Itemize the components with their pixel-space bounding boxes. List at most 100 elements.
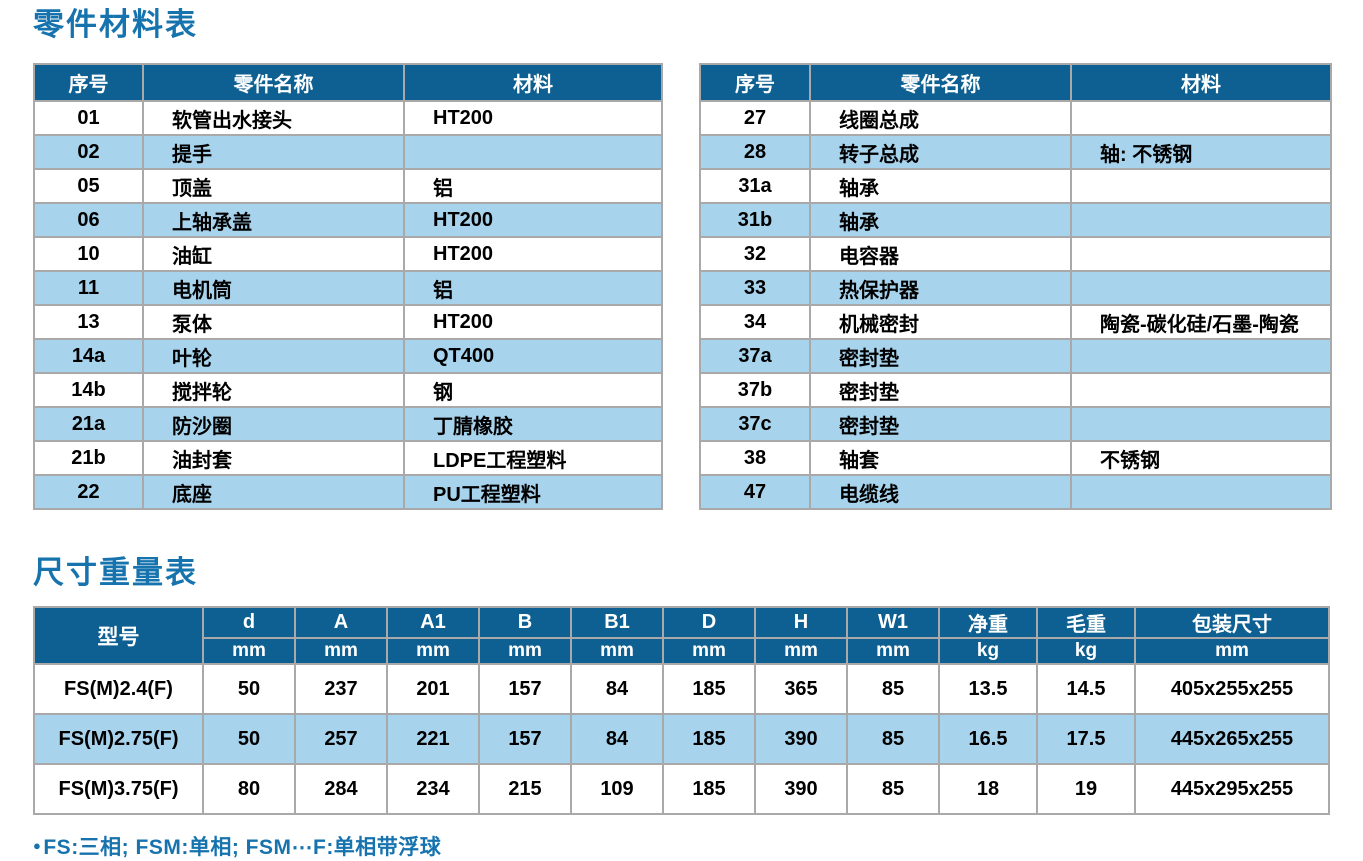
- value-cell: 185: [662, 663, 756, 715]
- part-name-cell: 轴承: [809, 202, 1072, 238]
- part-name-cell: 底座: [142, 474, 405, 510]
- value-cell: 257: [294, 713, 388, 765]
- column-unit: mm: [478, 637, 572, 665]
- column-unit: kg: [938, 637, 1038, 665]
- serial-cell: 13: [33, 304, 144, 340]
- table-row: 32 电容器: [699, 236, 1332, 272]
- dimensions-table: 型号 d A A1 B B1 D H W1 净重 毛重 包装尺寸 mm mm mm mm mm mm mm mm k…: [33, 606, 1330, 815]
- parts-table-right-header: 序号 零件名称 材料: [699, 63, 1332, 102]
- part-name-cell: 泵体: [142, 304, 405, 340]
- material-cell: 钢: [403, 372, 663, 408]
- dimensions-table-header: 型号 d A A1 B B1 D H W1 净重 毛重 包装尺寸 mm mm mm mm mm mm mm mm k…: [33, 606, 1330, 665]
- value-cell: 237: [294, 663, 388, 715]
- serial-cell: 02: [33, 134, 144, 170]
- material-cell: 丁腈橡胶: [403, 406, 663, 442]
- model-cell: FS(M)2.75(F): [33, 713, 204, 765]
- value-cell: 17.5: [1036, 713, 1136, 765]
- table-row: 21a 防沙圈 丁腈橡胶: [33, 406, 663, 442]
- table-row: 05 顶盖铝: [33, 168, 663, 204]
- parts-table-right-body: 27 线圈总成 28 转子总成 轴: 不锈钢 31a 轴承 31b 轴承 32 电容器 33 热保护器 3…: [699, 100, 1332, 510]
- table-row: 27 线圈总成: [699, 100, 1332, 136]
- value-cell: 405x255x255: [1134, 663, 1330, 715]
- material-cell: PU工程塑料: [403, 474, 663, 510]
- column-header-净重: 净重: [938, 606, 1038, 639]
- part-name-cell: 防沙圈: [142, 406, 405, 442]
- serial-cell: 32: [699, 236, 811, 272]
- material-cell: LDPE工程塑料: [403, 440, 663, 476]
- column-header-毛重: 毛重: [1036, 606, 1136, 639]
- material-cell: HT200: [403, 202, 663, 238]
- header-row: 序号 零件名称 材料: [33, 63, 663, 102]
- column-unit: mm: [846, 637, 940, 665]
- column-unit: mm: [294, 637, 388, 665]
- serial-cell: 11: [33, 270, 144, 306]
- table-row: 28 转子总成 轴: 不锈钢: [699, 134, 1332, 170]
- serial-cell: 05: [33, 168, 144, 204]
- serial-cell: 31a: [699, 168, 811, 204]
- bullet-icon: ●: [33, 838, 42, 853]
- table-row: 38 轴套 不锈钢: [699, 440, 1332, 476]
- value-cell: 215: [478, 763, 572, 815]
- column-unit: mm: [386, 637, 480, 665]
- header-row-units: mm mm mm mm mm mm mm mm kg kg mm: [34, 637, 1330, 665]
- table-row: 01 软管出水接头 HT200: [33, 100, 663, 136]
- column-header-A1: A1: [386, 606, 480, 639]
- part-name-cell: 电容器: [809, 236, 1072, 272]
- table-row: 37a 密封垫: [699, 338, 1332, 374]
- value-cell: 390: [754, 763, 848, 815]
- column-header-B: B: [478, 606, 572, 639]
- part-name-cell: 密封垫: [809, 338, 1072, 374]
- table-row: FS(M)2.4(F) 50 237 201 157 84 185 365 85 13.5 14.5…: [33, 663, 1330, 715]
- material-cell: 陶瓷-碳化硅/石墨-陶瓷: [1070, 304, 1332, 340]
- column-unit: mm: [570, 637, 664, 665]
- material-cell: [403, 134, 663, 170]
- column-header-part-name: 零件名称: [142, 63, 405, 102]
- value-cell: 80: [202, 763, 296, 815]
- table-row: 13 泵体 HT200: [33, 304, 663, 340]
- part-name-cell: 轴套: [809, 440, 1072, 476]
- part-name-cell: 油封套: [142, 440, 405, 476]
- part-name-cell: 转子总成: [809, 134, 1072, 170]
- serial-cell: 31b: [699, 202, 811, 238]
- part-name-cell: 机械密封: [809, 304, 1072, 340]
- header-row: 序号 零件名称 材料: [699, 63, 1332, 102]
- part-name-cell: 密封垫: [809, 372, 1072, 408]
- table-row: 14a 叶轮 QT400: [33, 338, 663, 374]
- part-name-cell: 上轴承盖: [142, 202, 405, 238]
- section-title-parts: 零件材料表: [33, 7, 198, 42]
- value-cell: 284: [294, 763, 388, 815]
- parts-tables-container: 序号 零件名称 材料 01 软管出水接头 HT200 02 提手 05 顶盖铝 06 上轴承盖 H…: [33, 63, 1363, 510]
- model-cell: FS(M)2.4(F): [33, 663, 204, 715]
- column-unit: mm: [202, 637, 296, 665]
- material-cell: HT200: [403, 100, 663, 136]
- parts-table-left: 序号 零件名称 材料 01 软管出水接头 HT200 02 提手 05 顶盖铝 06 上轴承盖 H…: [33, 63, 663, 510]
- value-cell: 390: [754, 713, 848, 765]
- serial-cell: 47: [699, 474, 811, 510]
- table-row: 31b 轴承: [699, 202, 1332, 238]
- serial-cell: 27: [699, 100, 811, 136]
- column-header-serial: 序号: [699, 63, 811, 102]
- value-cell: 109: [570, 763, 664, 815]
- table-row: 33 热保护器: [699, 270, 1332, 306]
- value-cell: 84: [570, 663, 664, 715]
- material-cell: [1070, 406, 1332, 442]
- table-row: 37b 密封垫: [699, 372, 1332, 408]
- table-row: 06 上轴承盖 HT200: [33, 202, 663, 238]
- serial-cell: 14b: [33, 372, 144, 408]
- material-cell: HT200: [403, 304, 663, 340]
- serial-cell: 37a: [699, 338, 811, 374]
- value-cell: 84: [570, 713, 664, 765]
- serial-cell: 21a: [33, 406, 144, 442]
- value-cell: 18: [938, 763, 1038, 815]
- column-unit: kg: [1036, 637, 1136, 665]
- table-row: 47 电缆线: [699, 474, 1332, 510]
- value-cell: 13.5: [938, 663, 1038, 715]
- serial-cell: 37c: [699, 406, 811, 442]
- material-cell: [1070, 236, 1332, 272]
- value-cell: 19: [1036, 763, 1136, 815]
- material-cell: [1070, 202, 1332, 238]
- table-row: 14b 搅拌轮钢: [33, 372, 663, 408]
- serial-cell: 37b: [699, 372, 811, 408]
- part-name-cell: 电机筒: [142, 270, 405, 306]
